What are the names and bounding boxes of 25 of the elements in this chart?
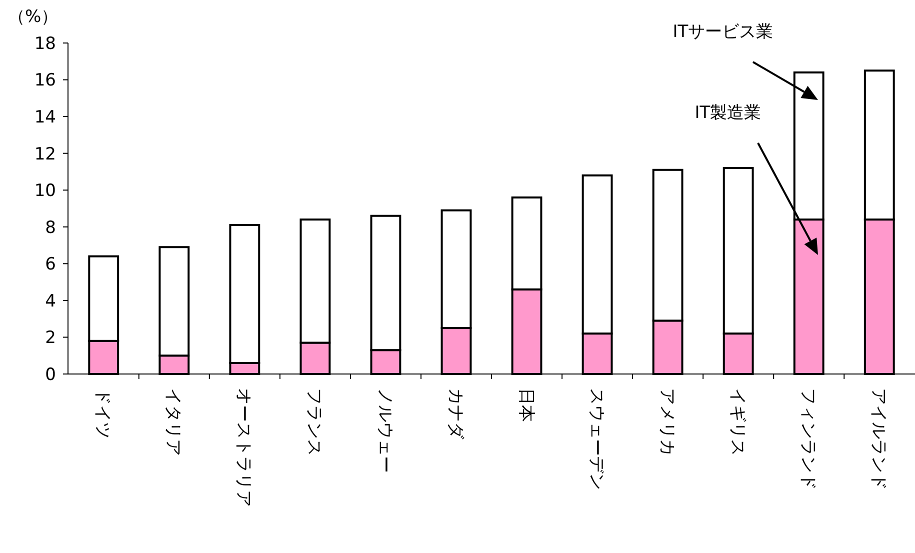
x-tick-label: 日本 [516,388,536,422]
x-tick-label: フランス [304,388,324,456]
x-tick-label: アイルランド [868,388,888,490]
y-tick-label: 6 [45,254,56,275]
y-tick-label: 2 [45,328,56,348]
y-tick-label: 4 [45,291,56,312]
x-tick-label: スウェーデン [586,388,606,490]
y-tick-label: 14 [34,108,56,128]
y-tick-label: 16 [34,70,56,91]
x-tick-label: イタリア [163,388,184,456]
x-tick-label: アメリカ [656,388,677,456]
text: ITサービス業 [672,22,774,42]
annotation: IT製造業 [694,103,762,123]
x-tick-label: フィンランド [798,388,818,490]
y-tick-label: 10 [34,181,56,202]
x-tick-label: イギリス [727,388,748,456]
x-tick-label: ドイツ [92,388,113,439]
y-tick-label: 18 [34,34,56,54]
x-tick-label: オーストラリア [234,388,254,507]
y-axis-title: （%） [8,7,58,27]
x-tick-label: カナダ [445,388,466,440]
y-tick-label: 0 [45,364,56,385]
x-tick-label: ノルウェー [374,388,395,473]
y-tick-label: 8 [45,218,56,238]
y-tick-label: 12 [34,144,56,164]
